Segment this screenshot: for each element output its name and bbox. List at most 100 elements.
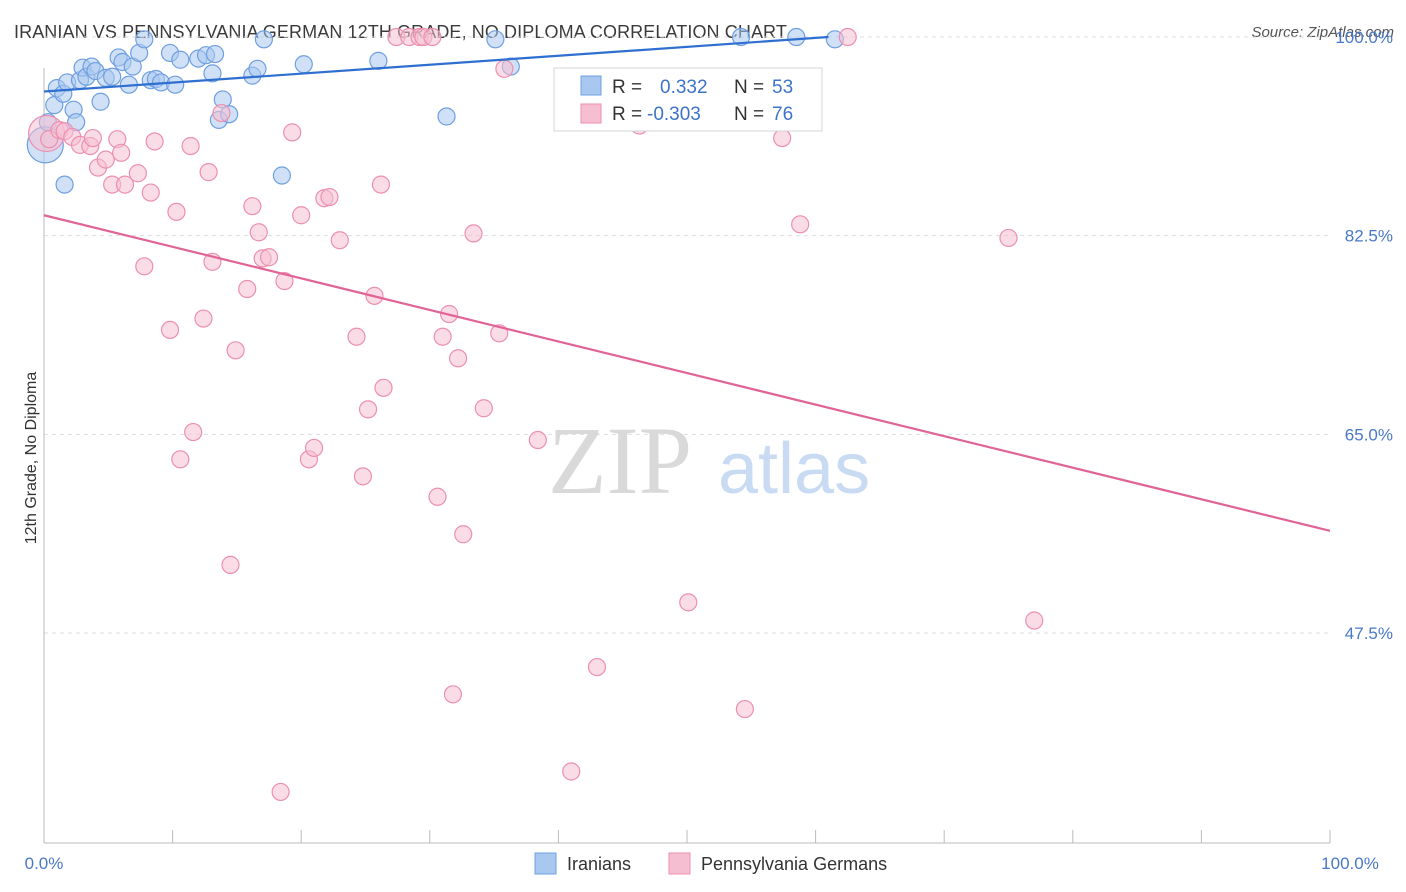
pennsylvania-germans-point [443, 685, 463, 704]
legend-r-label-pennsylvania-germans: R = [612, 104, 642, 125]
pennsylvania-germans-point [448, 349, 468, 368]
iranians-point [166, 75, 185, 94]
watermark-atlas: atlas [718, 429, 870, 509]
x-tick-label-min: 0.0% [25, 854, 64, 873]
x-ticks [43, 830, 1331, 843]
pennsylvania-germans-point [562, 762, 581, 781]
pennsylvania-germans-point [304, 438, 324, 458]
legend-swatch-iranians [580, 75, 602, 96]
pennsylvania-germans-point [371, 175, 391, 194]
pennsylvania-germans-point [141, 183, 160, 202]
pennsylvania-germans-point [791, 215, 810, 234]
iranians-point [205, 44, 225, 64]
iranians-point [731, 27, 751, 47]
pennsylvania-germans-point [735, 699, 754, 719]
pennsylvania-germans-points [27, 27, 1044, 802]
legend-swatch-pennsylvania-germans [580, 103, 602, 124]
pennsylvania-germans-point [275, 271, 294, 291]
pennsylvania-germans-point [160, 320, 180, 340]
pennsylvania-germans-point [112, 143, 131, 162]
pennsylvania-germans-point [96, 150, 115, 169]
pennsylvania-germans-point [238, 279, 257, 299]
pennsylvania-germans-point [464, 224, 483, 243]
x-tick-label-max: 100.0% [1321, 854, 1379, 873]
legend-r-label-iranians: R = [612, 77, 642, 98]
iranians-point [171, 50, 190, 69]
pennsylvania-germans-point [587, 657, 607, 677]
pennsylvania-germans-point [181, 136, 200, 156]
iranians-point [787, 27, 806, 47]
legend-r-value-pennsylvania-germans: -0.303 [647, 104, 701, 125]
pennsylvania-germans-point [135, 257, 154, 276]
legend-n-label-pennsylvania-germans: N = [734, 104, 764, 125]
pennsylvania-germans-point [226, 341, 245, 360]
legend-box: R = 0.332 N = 53 R = -0.303 N = 76 [553, 67, 823, 132]
y-axis-title: 12th Grade, No Diploma [23, 372, 40, 545]
watermark-zip: ZIP [548, 407, 692, 514]
bottom-legend-label-iranians: Iranians [567, 854, 631, 874]
legend-n-value-iranians: 53 [772, 77, 793, 98]
iranians-point [55, 175, 74, 194]
pennsylvania-germans-point [145, 132, 164, 151]
pennsylvania-germans-point [347, 327, 366, 346]
pennsylvania-germans-point [83, 128, 102, 148]
pennsylvania-germans-point [495, 59, 514, 78]
pennsylvania-germans-point [243, 197, 262, 216]
iranians-point [91, 92, 110, 111]
legend-r-value-iranians: 0.332 [660, 77, 708, 98]
watermark: ZIP atlas [548, 407, 870, 514]
pennsylvania-germans-trend-line [43, 214, 1331, 532]
iranians-point [203, 64, 222, 83]
pennsylvania-germans-point [679, 593, 698, 612]
pennsylvania-germans-point [433, 327, 452, 346]
pennsylvania-germans-point [292, 206, 311, 225]
pennsylvania-germans-point [773, 128, 792, 148]
pennsylvania-germans-point [1025, 611, 1044, 630]
pennsylvania-germans-point [249, 223, 268, 242]
iranians-point [486, 30, 505, 49]
pennsylvania-germans-point [184, 422, 203, 442]
pennsylvania-germans-point [454, 525, 473, 544]
iranians-point [294, 55, 313, 74]
pennsylvania-germans-point [283, 123, 302, 142]
pennsylvania-germans-point [428, 487, 447, 506]
pennsylvania-germans-point [838, 27, 857, 47]
grid-lines [44, 36, 1330, 634]
pennsylvania-germans-point [423, 27, 442, 47]
bottom-legend: Iranians Pennsylvania Germans [534, 852, 887, 875]
pennsylvania-germans-point [221, 555, 240, 574]
pennsylvania-germans-point [259, 248, 279, 267]
pennsylvania-germans-point [353, 467, 373, 486]
pennsylvania-germans-point [171, 450, 190, 469]
bottom-legend-label-pennsylvania-germans: Pennsylvania Germans [701, 854, 887, 874]
iranians-point [254, 30, 274, 49]
y-tick-label: 47.5% [1345, 624, 1393, 643]
pennsylvania-germans-point [358, 400, 378, 419]
y-tick-label: 100.0% [1335, 28, 1393, 47]
pennsylvania-germans-point [212, 103, 231, 123]
legend-n-label-iranians: N = [734, 77, 764, 98]
iranians-point [272, 166, 292, 185]
pennsylvania-germans-point [271, 782, 290, 802]
pennsylvania-germans-point [115, 175, 135, 194]
y-tick-label: 65.0% [1345, 425, 1393, 444]
pennsylvania-germans-point [194, 309, 213, 328]
bottom-legend-swatch-pennsylvania-germans [668, 852, 691, 875]
pennsylvania-germans-point [128, 164, 147, 183]
pennsylvania-germans-point [320, 187, 339, 207]
trend-lines [43, 35, 1331, 532]
pennsylvania-germans-point [374, 378, 393, 397]
iranians-point [248, 59, 267, 78]
iranians-point [135, 30, 154, 49]
y-tick-labels: 100.0% 82.5% 65.0% 47.5% [1335, 28, 1393, 643]
legend-n-value-pennsylvania-germans: 76 [772, 104, 793, 125]
iranians-trend-line [43, 35, 829, 93]
bottom-legend-swatch-iranians [534, 852, 557, 875]
pennsylvania-germans-point [474, 399, 493, 418]
pennsylvania-germans-point [199, 163, 218, 182]
pennsylvania-germans-point [528, 430, 547, 450]
y-tick-label: 82.5% [1345, 227, 1393, 246]
pennsylvania-germans-point [999, 228, 1018, 248]
pennsylvania-germans-point [167, 202, 186, 221]
